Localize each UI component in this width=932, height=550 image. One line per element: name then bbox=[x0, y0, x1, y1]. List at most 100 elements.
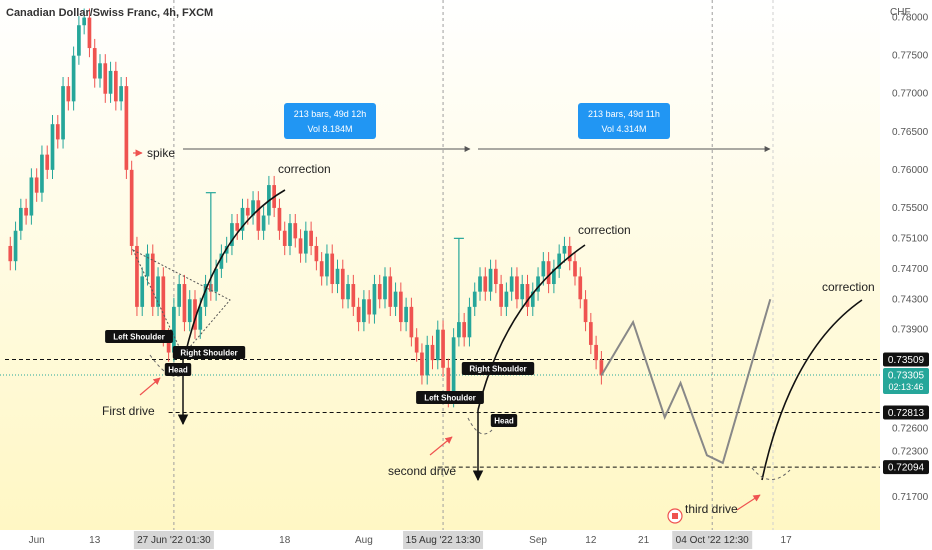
currency-label: CHF bbox=[890, 7, 911, 18]
level-tag-0 bbox=[883, 352, 929, 367]
badge-head-2-box bbox=[490, 414, 518, 427]
candle-body-110 bbox=[583, 299, 588, 323]
candle-body-83 bbox=[441, 329, 445, 368]
y-tick-label-11: 0.72300 bbox=[892, 446, 929, 457]
candle-body-34 bbox=[182, 284, 187, 323]
y-tick-label-0: 0.78000 bbox=[892, 13, 929, 24]
candle-body-76 bbox=[404, 306, 408, 323]
y-tick-label-12: 0.71700 bbox=[892, 492, 929, 503]
candle-body-17 bbox=[92, 48, 97, 79]
candle-body-90 bbox=[478, 276, 482, 292]
drive-pointer-2 bbox=[429, 436, 453, 456]
badge-right-shoulder-2-label: Right Shoulder bbox=[469, 365, 526, 374]
time-axis: Jun1318AugSep1221281727 Jun '22 01:3015 … bbox=[29, 531, 793, 549]
candle-body-53 bbox=[282, 230, 287, 246]
candle-body-24 bbox=[129, 169, 134, 246]
candle-body-62 bbox=[330, 253, 335, 285]
candle-body-109 bbox=[578, 276, 583, 300]
range-box-0-line2: Vol 8.184M bbox=[307, 124, 352, 134]
candle-body-71 bbox=[377, 284, 382, 300]
candle-body-10 bbox=[55, 124, 60, 140]
projection-path bbox=[600, 298, 772, 465]
candle-body-61 bbox=[325, 253, 329, 277]
badge-left-shoulder-2-box bbox=[416, 391, 484, 404]
candle-body-52 bbox=[277, 207, 282, 231]
x-highlight-label-1: 15 Aug '22 13:30 bbox=[406, 535, 481, 546]
badge-left-shoulder-1-label: Left Shoulder bbox=[113, 333, 165, 342]
candle-body-74 bbox=[393, 291, 398, 307]
candle-body-89 bbox=[472, 291, 477, 307]
candle-body-104 bbox=[552, 268, 556, 285]
candle-body-44 bbox=[235, 223, 240, 231]
last-price-tag bbox=[883, 367, 929, 394]
chart-title: Canadian Dollar/Swiss Franc, 4h, FXCM bbox=[6, 7, 213, 19]
candle-body-95 bbox=[504, 291, 509, 307]
candle-body-64 bbox=[340, 268, 345, 300]
badge-head-2-label: Head bbox=[494, 417, 514, 426]
badge-right-shoulder-1-label: Right Shoulder bbox=[180, 349, 237, 358]
candle-body-47 bbox=[251, 200, 255, 216]
annotation-third-drive: third drive bbox=[685, 502, 738, 516]
wedge-pattern bbox=[131, 248, 231, 356]
candle-body-45 bbox=[240, 207, 245, 231]
level-tag-label-2: 0.72094 bbox=[888, 463, 925, 474]
candle-body-31 bbox=[166, 337, 171, 353]
candle-body-7 bbox=[40, 154, 44, 193]
candle-body-88 bbox=[467, 306, 472, 338]
candle-body-92 bbox=[488, 268, 493, 292]
candle-body-70 bbox=[372, 284, 377, 315]
correction-arc-2 bbox=[477, 244, 586, 411]
candle-body-100 bbox=[530, 291, 535, 307]
x-tick-label-5: 12 bbox=[585, 535, 597, 546]
candle-body-79 bbox=[420, 352, 424, 376]
candle-body-19 bbox=[103, 63, 108, 94]
x-tick-label-4: Sep bbox=[529, 535, 547, 546]
candle-body-13 bbox=[71, 55, 76, 102]
long-wicks bbox=[205, 192, 464, 323]
level-tag-label-1: 0.72813 bbox=[888, 408, 925, 419]
candle-body-22 bbox=[119, 86, 123, 102]
candle-body-68 bbox=[362, 299, 366, 323]
x-tick-label-8: 17 bbox=[781, 535, 793, 546]
candle-body-37 bbox=[198, 306, 203, 330]
candle-body-8 bbox=[45, 154, 50, 170]
candle-body-56 bbox=[298, 238, 303, 254]
candle-body-113 bbox=[599, 360, 604, 376]
candle-body-12 bbox=[66, 86, 71, 102]
candle-body-35 bbox=[187, 299, 192, 323]
x-highlight-box-1 bbox=[403, 531, 484, 549]
candle-body-84 bbox=[446, 367, 451, 399]
candle-body-18 bbox=[98, 63, 102, 79]
candle-body-66 bbox=[351, 284, 356, 307]
badge-right-shoulder-2-box bbox=[461, 362, 535, 375]
range-box-1 bbox=[578, 103, 670, 139]
candle-body-41 bbox=[219, 253, 224, 269]
candle-body-108 bbox=[573, 261, 577, 277]
candle-body-46 bbox=[245, 207, 250, 216]
candle-body-67 bbox=[356, 306, 361, 323]
annotation-first-drive: First drive bbox=[102, 404, 155, 418]
candle-body-4 bbox=[24, 207, 28, 216]
x-highlight-label-2: 04 Oct '22 12:30 bbox=[676, 535, 750, 546]
y-tick-label-4: 0.76000 bbox=[892, 165, 929, 176]
y-tick-label-8: 0.74300 bbox=[892, 294, 929, 305]
drive-pointer-3 bbox=[736, 494, 761, 511]
candle-body-111 bbox=[588, 322, 593, 345]
level-tag-label-0: 0.73509 bbox=[888, 355, 925, 366]
candle-body-26 bbox=[140, 276, 145, 307]
range-box-0-line1: 213 bars, 49d 12h bbox=[294, 109, 367, 119]
candle-body-16 bbox=[87, 17, 92, 49]
y-tick-label-9: 0.73900 bbox=[892, 325, 929, 336]
candle-body-3 bbox=[18, 207, 23, 231]
y-tick-label-10: 0.72600 bbox=[892, 424, 929, 435]
candle-body-86 bbox=[457, 322, 461, 338]
correction-arc-1 bbox=[184, 189, 286, 356]
candle-body-69 bbox=[367, 299, 372, 315]
y-tick-label-5: 0.75500 bbox=[892, 203, 929, 214]
event-marker-flag bbox=[672, 513, 678, 519]
candle-body-43 bbox=[230, 223, 234, 246]
candle-body-25 bbox=[135, 245, 139, 307]
